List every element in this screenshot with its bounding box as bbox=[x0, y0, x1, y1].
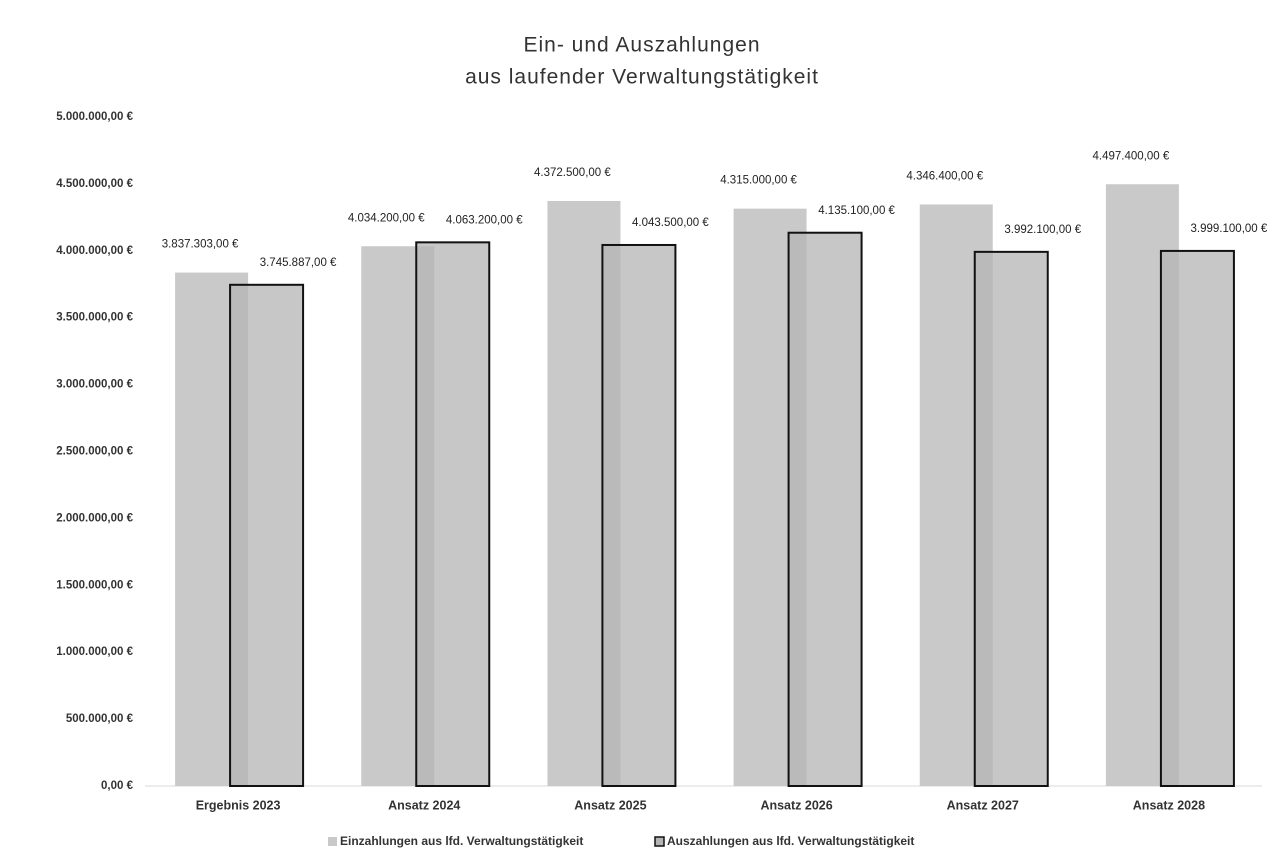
y-tick-label: 4.500.000,00 € bbox=[56, 178, 133, 190]
y-tick-label: 1.500.000,00 € bbox=[56, 579, 133, 591]
y-tick-label: 3.500.000,00 € bbox=[56, 312, 133, 324]
legend-swatch bbox=[328, 837, 337, 846]
bar bbox=[601, 243, 677, 788]
bar bbox=[787, 231, 863, 787]
x-tick-label: Ansatz 2027 bbox=[947, 798, 1019, 812]
x-tick-label: Ergebnis 2023 bbox=[196, 798, 281, 812]
bar bbox=[415, 241, 491, 788]
y-tick-label: 2.500.000,00 € bbox=[56, 446, 133, 458]
y-tick-label: 500.000,00 € bbox=[66, 713, 134, 725]
bar bbox=[229, 283, 305, 787]
value-label: 4.135.100,00 € bbox=[818, 205, 895, 217]
bar bbox=[973, 250, 1049, 788]
y-tick-label: 1.000.000,00 € bbox=[56, 646, 133, 658]
x-tick-label: Ansatz 2026 bbox=[760, 798, 832, 812]
bar bbox=[1159, 249, 1235, 788]
value-label: 4.346.400,00 € bbox=[906, 170, 983, 182]
value-label: 4.372.500,00 € bbox=[534, 167, 611, 179]
value-label: 3.999.100,00 € bbox=[1191, 223, 1268, 235]
x-tick-label: Ansatz 2024 bbox=[388, 798, 460, 812]
legend-label: Einzahlungen aus lfd. Verwaltungstätigke… bbox=[340, 834, 583, 848]
value-label: 4.497.400,00 € bbox=[1093, 150, 1170, 162]
chart-title: Ein- und Auszahlungen bbox=[524, 34, 761, 57]
value-label: 3.992.100,00 € bbox=[1004, 224, 1081, 236]
value-label: 4.315.000,00 € bbox=[720, 175, 797, 187]
value-label: 4.043.500,00 € bbox=[632, 217, 709, 229]
y-tick-label: 0,00 € bbox=[101, 780, 134, 792]
legend-label: Auszahlungen aus lfd. Verwaltungstätigke… bbox=[667, 834, 914, 848]
y-tick-label: 3.000.000,00 € bbox=[56, 379, 133, 391]
legend-swatch bbox=[654, 836, 665, 847]
y-tick-label: 2.000.000,00 € bbox=[56, 512, 133, 524]
y-tick-label: 5.000.000,00 € bbox=[56, 111, 133, 123]
value-label: 3.745.887,00 € bbox=[260, 257, 337, 269]
value-label: 4.034.200,00 € bbox=[348, 212, 425, 224]
chart-title: aus laufender Verwaltungstätigkeit bbox=[465, 66, 819, 89]
value-label: 3.837.303,00 € bbox=[162, 239, 239, 251]
x-tick-label: Ansatz 2025 bbox=[574, 798, 646, 812]
value-label: 4.063.200,00 € bbox=[446, 214, 523, 226]
x-tick-label: Ansatz 2028 bbox=[1133, 798, 1205, 812]
y-tick-label: 4.000.000,00 € bbox=[56, 245, 133, 257]
